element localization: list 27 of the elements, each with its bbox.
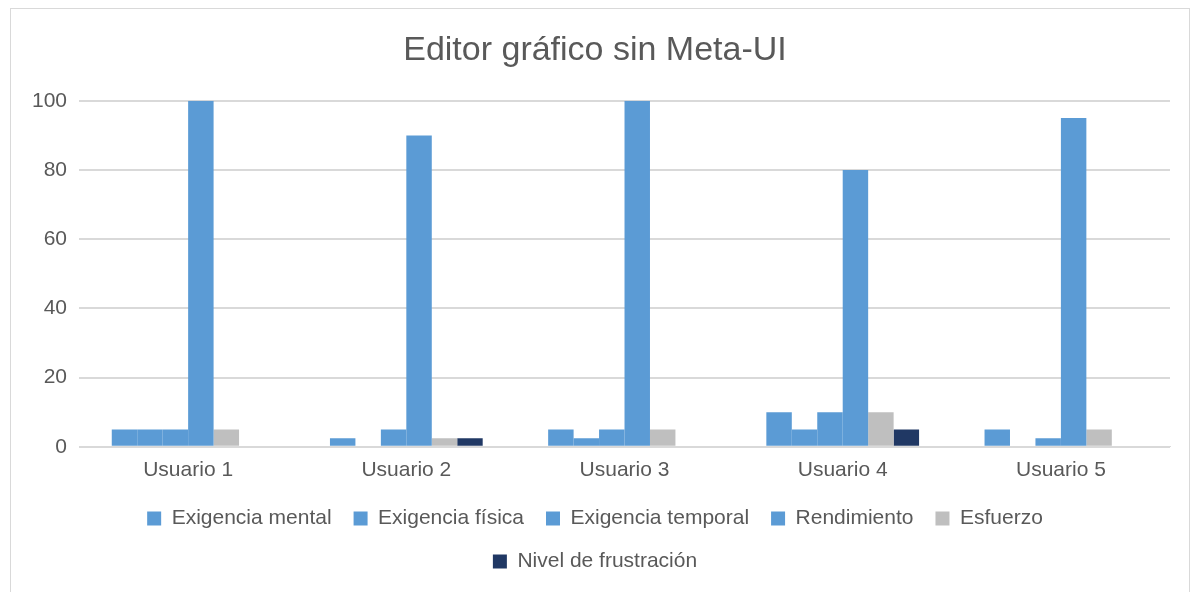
- y-tick-label: 0: [55, 433, 68, 457]
- y-tick-label: 100: [31, 87, 68, 111]
- legend-label: Rendimiento: [795, 505, 914, 529]
- bar: [984, 429, 1010, 446]
- bar: [649, 429, 676, 446]
- y-tick-label: 80: [43, 156, 68, 180]
- bar: [329, 438, 356, 446]
- bar: [431, 438, 458, 446]
- legend-label: Nivel de frustración: [517, 548, 698, 572]
- x-tick-label: Usuario 4: [797, 457, 888, 481]
- y-tick-label: 40: [43, 295, 68, 319]
- y-tick-label: 60: [43, 226, 68, 249]
- legend-label: Exigencia mental: [171, 505, 332, 529]
- x-tick-label: Usuario 1: [143, 457, 234, 481]
- legend-label: Exigencia física: [378, 505, 525, 529]
- bar: [893, 429, 920, 446]
- x-tick-label: Usuario 5: [1015, 457, 1106, 481]
- bar: [457, 438, 483, 446]
- bar: [213, 429, 240, 446]
- legend-label: Exigencia temporal: [570, 505, 750, 529]
- x-tick-label: Usuario 2: [361, 457, 452, 481]
- chart-title: Editor gráfico sin Meta-UI: [403, 28, 787, 67]
- bar: [1086, 429, 1112, 446]
- y-tick-label: 20: [43, 364, 68, 388]
- x-tick-label: Usuario 3: [579, 457, 670, 481]
- legend-label: Esfuerzo: [959, 505, 1043, 529]
- bar: [868, 412, 894, 446]
